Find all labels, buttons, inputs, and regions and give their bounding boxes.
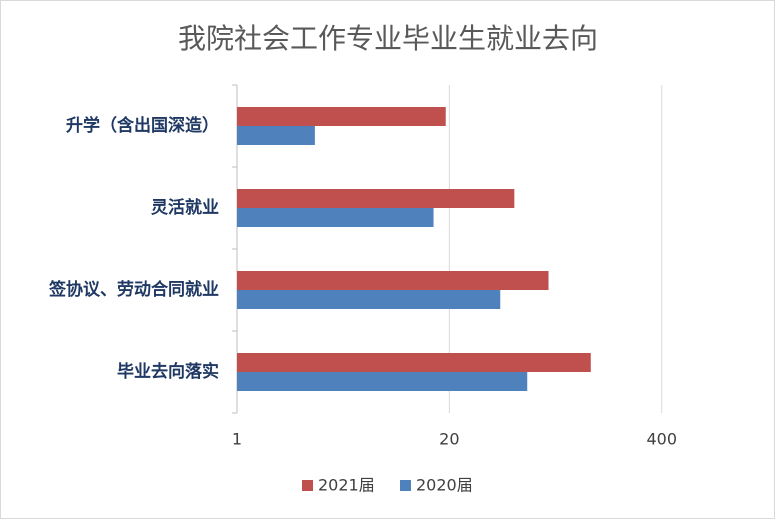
x-tick-label: 1: [232, 430, 242, 449]
legend-label: 2021届: [318, 476, 375, 495]
bar: [237, 208, 434, 227]
bar: [237, 353, 591, 372]
legend-swatch: [400, 480, 411, 491]
y-tick-label: 签协议、劳动合同就业: [48, 279, 219, 300]
bar: [237, 290, 501, 309]
x-tick-label: 20: [439, 430, 459, 449]
bar: [237, 107, 446, 126]
y-tick-label: 毕业去向落实: [117, 361, 219, 382]
legend-swatch: [302, 480, 313, 491]
x-tick-label: 400: [646, 430, 677, 449]
bar: [237, 126, 315, 145]
bar: [237, 271, 549, 290]
bar: [237, 189, 515, 208]
y-tick-label: 灵活就业: [151, 197, 219, 218]
chart-title: 我院社会工作专业毕业生就业去向: [178, 22, 598, 55]
legend-label: 2020届: [416, 476, 473, 495]
y-tick-label: 升学（含出国深造）: [66, 115, 219, 136]
bar: [237, 372, 528, 391]
